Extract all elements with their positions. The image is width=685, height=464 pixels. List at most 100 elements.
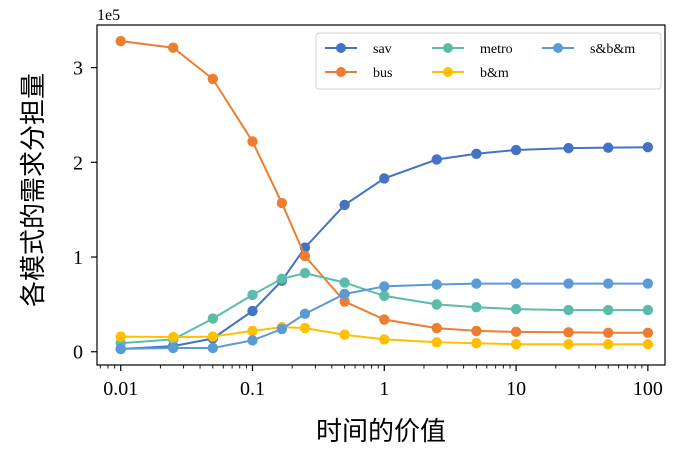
data-point-s&b&m bbox=[431, 279, 442, 290]
legend-item-b&m: b&m bbox=[432, 66, 509, 81]
data-point-s&b&m bbox=[167, 342, 179, 354]
series-bus bbox=[115, 35, 654, 338]
data-point-metro bbox=[563, 304, 574, 316]
legend-item-metro: metro bbox=[432, 42, 513, 57]
data-point-b&m bbox=[299, 322, 311, 334]
x-tick-label: 0.01 bbox=[103, 378, 138, 400]
data-point-bus bbox=[299, 250, 311, 262]
series-line-bus bbox=[120, 40, 648, 334]
data-point-b&m bbox=[167, 331, 179, 343]
data-point-bus bbox=[510, 326, 522, 338]
legend-marker-bus bbox=[336, 67, 346, 77]
data-point-sav bbox=[471, 148, 482, 160]
legend-label-bus: bus bbox=[373, 66, 392, 81]
data-point-sav bbox=[379, 173, 390, 184]
data-point-s&b&m bbox=[510, 278, 522, 289]
data-point-bus bbox=[471, 325, 482, 337]
data-point-s&b&m bbox=[642, 278, 654, 289]
data-point-metro bbox=[207, 313, 219, 324]
data-point-sav bbox=[339, 199, 350, 211]
x-tick-label: 0.1 bbox=[240, 378, 265, 400]
legend-item-sav: sav bbox=[325, 42, 392, 57]
legend-item-s&b&m: s&b&m bbox=[542, 42, 635, 57]
data-point-bus bbox=[642, 327, 654, 338]
data-point-sav bbox=[247, 305, 258, 317]
x-tick-label: 1 bbox=[379, 378, 389, 400]
series-layer bbox=[115, 35, 654, 355]
data-point-b&m bbox=[379, 334, 390, 345]
data-point-sav bbox=[563, 142, 574, 154]
data-point-s&b&m bbox=[602, 278, 614, 289]
series-s&b&m bbox=[115, 278, 654, 355]
data-point-s&b&m bbox=[471, 278, 482, 289]
data-point-b&m bbox=[431, 337, 442, 348]
data-point-metro bbox=[471, 302, 482, 313]
legend-marker-metro bbox=[443, 43, 453, 53]
data-point-bus bbox=[276, 197, 288, 209]
data-point-sav bbox=[602, 142, 614, 153]
data-point-bus bbox=[431, 322, 442, 334]
axes-layer: 0.01 0.1 1 10 100 0 1 2 3 bbox=[73, 24, 666, 400]
plot-frame bbox=[96, 24, 666, 366]
series-line-sav bbox=[120, 146, 648, 350]
legend-box bbox=[315, 32, 662, 90]
data-point-bus bbox=[602, 327, 614, 338]
data-point-sav bbox=[431, 154, 442, 165]
data-point-b&m bbox=[115, 331, 126, 342]
data-point-metro bbox=[602, 304, 614, 316]
y-multiplier-label: 1e5 bbox=[97, 7, 120, 24]
data-point-bus bbox=[115, 35, 126, 47]
data-point-sav bbox=[642, 141, 654, 153]
data-point-bus bbox=[167, 42, 179, 53]
data-point-s&b&m bbox=[379, 281, 390, 292]
y-tick-label: 0 bbox=[73, 342, 83, 364]
data-point-bus bbox=[247, 136, 258, 147]
legend-marker-b&m bbox=[443, 67, 453, 77]
data-point-s&b&m bbox=[339, 288, 350, 300]
data-point-b&m bbox=[563, 338, 574, 350]
x-tick-label: 100 bbox=[633, 378, 663, 400]
y-tick-label: 2 bbox=[73, 152, 83, 174]
data-point-metro bbox=[339, 277, 350, 288]
data-point-b&m bbox=[339, 329, 350, 340]
data-point-b&m bbox=[247, 325, 258, 337]
data-point-s&b&m bbox=[115, 343, 126, 355]
legend-label-sav: sav bbox=[373, 42, 392, 57]
legend-label-metro: metro bbox=[480, 42, 513, 57]
data-point-b&m bbox=[207, 331, 219, 342]
series-line-b&m bbox=[120, 326, 648, 346]
series-line-s&b&m bbox=[120, 282, 648, 350]
data-point-s&b&m bbox=[299, 308, 311, 320]
data-point-bus bbox=[207, 73, 219, 85]
data-point-s&b&m bbox=[563, 278, 574, 289]
data-point-s&b&m bbox=[276, 323, 288, 335]
x-tick-label: 10 bbox=[506, 378, 526, 400]
data-point-s&b&m bbox=[247, 335, 258, 346]
legend: sav bus metro b&m s&b&m bbox=[315, 32, 662, 90]
data-point-b&m bbox=[471, 338, 482, 349]
data-point-metro bbox=[299, 267, 311, 279]
data-point-bus bbox=[563, 327, 574, 338]
data-point-sav bbox=[510, 144, 522, 156]
data-point-metro bbox=[642, 304, 654, 316]
legend-label-s&b&m: s&b&m bbox=[590, 42, 635, 57]
legend-label-b&m: b&m bbox=[480, 66, 509, 81]
legend-marker-sav bbox=[336, 43, 346, 53]
series-b&m bbox=[115, 321, 654, 350]
legend-item-bus: bus bbox=[325, 66, 392, 81]
data-point-s&b&m bbox=[207, 342, 219, 354]
y-axis-title: 各模式的需求分担量 bbox=[19, 73, 48, 307]
data-point-metro bbox=[379, 290, 390, 302]
legend-marker-s&b&m bbox=[553, 43, 563, 53]
data-point-b&m bbox=[642, 338, 654, 350]
data-point-b&m bbox=[510, 338, 522, 350]
data-point-bus bbox=[339, 296, 350, 307]
data-point-metro bbox=[276, 273, 288, 285]
data-point-metro bbox=[510, 303, 522, 315]
y-tick-label: 3 bbox=[73, 58, 83, 80]
data-point-b&m bbox=[602, 338, 614, 350]
data-point-metro bbox=[431, 299, 442, 310]
data-point-metro bbox=[247, 289, 258, 301]
y-tick-label: 1 bbox=[73, 247, 83, 269]
